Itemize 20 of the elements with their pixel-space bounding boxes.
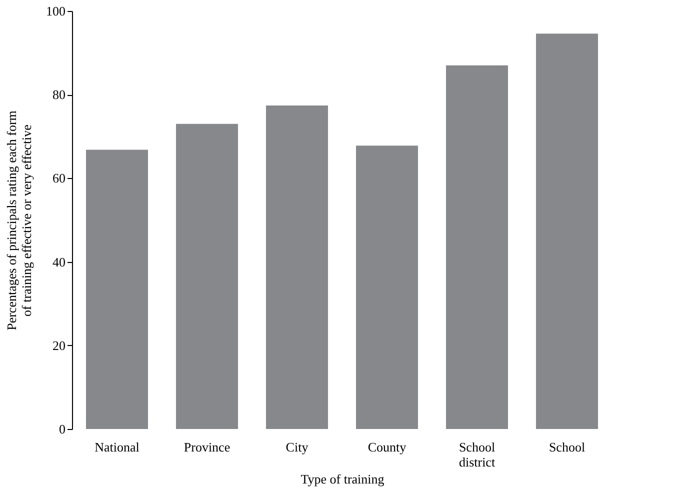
x-tick-label: School — [548, 440, 586, 454]
x-tick-label: School district — [458, 440, 496, 470]
x-tick-label: National — [94, 440, 140, 454]
bar — [446, 65, 508, 429]
x-tick-label: Province — [184, 440, 230, 454]
bar — [266, 105, 328, 429]
bar — [86, 150, 148, 429]
y-tick-label: 80 — [52, 87, 66, 102]
x-tick-label: City — [286, 440, 309, 454]
bar — [176, 124, 238, 429]
y-tick-label: 40 — [52, 254, 66, 270]
y-tick-label: 100 — [46, 4, 66, 18]
y-axis-title: Percentages of principals rating each form of training effective or very effective — [4, 110, 34, 330]
y-tick-label: 60 — [52, 170, 66, 186]
y-tick-label: 0 — [59, 422, 66, 436]
x-tick-label: County — [368, 440, 407, 454]
bar — [536, 34, 598, 429]
y-tick-label: 20 — [52, 338, 66, 353]
x-axis-title: Type of training — [300, 472, 385, 486]
bar — [356, 146, 418, 429]
